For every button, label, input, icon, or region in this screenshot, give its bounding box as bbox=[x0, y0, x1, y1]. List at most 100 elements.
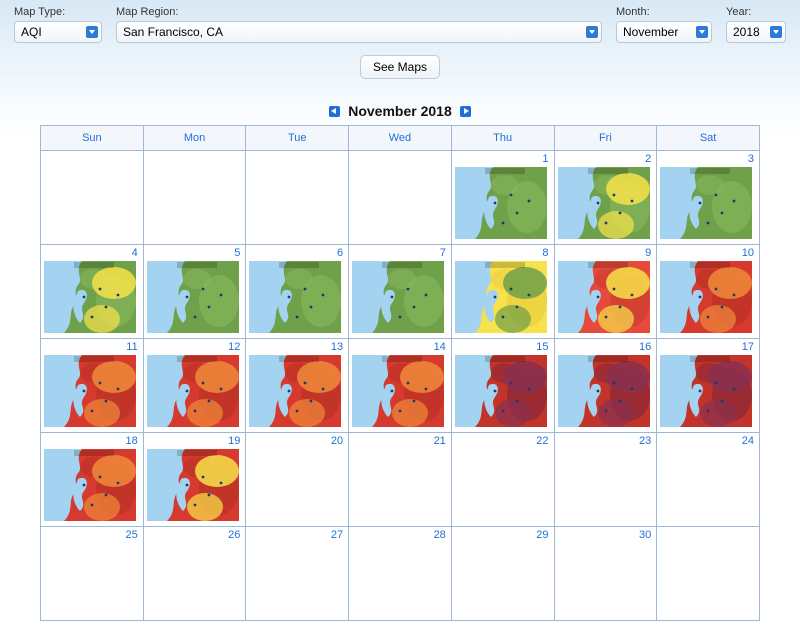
calendar-cell: 4 bbox=[41, 245, 144, 339]
calendar-cell: 23 bbox=[554, 433, 657, 527]
calendar-cell: 18 bbox=[41, 433, 144, 527]
filter-bar: Map Type: AQI Map Region: San Francisco,… bbox=[0, 0, 800, 45]
calendar-cell: 5 bbox=[143, 245, 246, 339]
map-thumbnail[interactable] bbox=[455, 355, 547, 427]
calendar-cell: 13 bbox=[246, 339, 349, 433]
calendar-cell: 3 bbox=[657, 151, 760, 245]
calendar-cell: 21 bbox=[349, 433, 452, 527]
map-thumbnail[interactable] bbox=[558, 167, 650, 239]
calendar-cell bbox=[657, 527, 760, 621]
day-number: 29 bbox=[536, 529, 548, 541]
map-thumbnail[interactable] bbox=[660, 261, 752, 333]
weekday-header: Wed bbox=[349, 126, 452, 151]
day-number: 17 bbox=[742, 341, 754, 353]
calendar-cell: 8 bbox=[451, 245, 554, 339]
map-thumbnail[interactable] bbox=[249, 355, 341, 427]
year-group: Year: 2018 bbox=[726, 6, 786, 43]
day-number: 27 bbox=[331, 529, 343, 541]
day-number: 24 bbox=[742, 435, 754, 447]
calendar-title: November 2018 bbox=[348, 103, 452, 119]
calendar-cell: 25 bbox=[41, 527, 144, 621]
map-region-select[interactable]: San Francisco, CA bbox=[116, 21, 602, 43]
prev-month-icon[interactable] bbox=[329, 106, 340, 117]
map-thumbnail[interactable] bbox=[660, 355, 752, 427]
calendar-cell: 24 bbox=[657, 433, 760, 527]
day-number: 6 bbox=[337, 247, 343, 259]
month-select[interactable]: November bbox=[616, 21, 712, 43]
calendar-cell: 19 bbox=[143, 433, 246, 527]
map-thumbnail[interactable] bbox=[147, 449, 239, 521]
map-type-group: Map Type: AQI bbox=[14, 6, 102, 43]
calendar-cell: 12 bbox=[143, 339, 246, 433]
day-number: 7 bbox=[440, 247, 446, 259]
see-maps-button[interactable]: See Maps bbox=[360, 55, 440, 79]
calendar-cell bbox=[349, 151, 452, 245]
map-thumbnail[interactable] bbox=[147, 261, 239, 333]
map-thumbnail[interactable] bbox=[44, 261, 136, 333]
map-type-select[interactable]: AQI bbox=[14, 21, 102, 43]
weekday-header: Sat bbox=[657, 126, 760, 151]
day-number: 16 bbox=[639, 341, 651, 353]
weekday-header: Sun bbox=[41, 126, 144, 151]
month-group: Month: November bbox=[616, 6, 712, 43]
calendar-cell: 30 bbox=[554, 527, 657, 621]
map-thumbnail[interactable] bbox=[147, 355, 239, 427]
day-number: 23 bbox=[639, 435, 651, 447]
map-thumbnail[interactable] bbox=[558, 261, 650, 333]
calendar-cell bbox=[143, 151, 246, 245]
calendar-title-row: November 2018 bbox=[0, 85, 800, 125]
day-number: 11 bbox=[126, 341, 137, 353]
map-thumbnail[interactable] bbox=[558, 355, 650, 427]
calendar-cell: 1 bbox=[451, 151, 554, 245]
calendar-cell: 10 bbox=[657, 245, 760, 339]
day-number: 30 bbox=[639, 529, 651, 541]
day-number: 20 bbox=[331, 435, 343, 447]
day-number: 18 bbox=[125, 435, 137, 447]
calendar-cell: 11 bbox=[41, 339, 144, 433]
day-number: 9 bbox=[645, 247, 651, 259]
day-number: 8 bbox=[542, 247, 548, 259]
map-thumbnail[interactable] bbox=[249, 261, 341, 333]
day-number: 21 bbox=[434, 435, 446, 447]
day-number: 1 bbox=[542, 153, 548, 165]
day-number: 14 bbox=[434, 341, 446, 353]
weekday-header: Thu bbox=[451, 126, 554, 151]
map-region-group: Map Region: San Francisco, CA bbox=[116, 6, 602, 43]
calendar-cell: 15 bbox=[451, 339, 554, 433]
calendar-cell: 22 bbox=[451, 433, 554, 527]
day-number: 28 bbox=[434, 529, 446, 541]
calendar-cell: 29 bbox=[451, 527, 554, 621]
day-number: 25 bbox=[125, 529, 137, 541]
day-number: 5 bbox=[234, 247, 240, 259]
weekday-header: Mon bbox=[143, 126, 246, 151]
calendar-cell bbox=[246, 151, 349, 245]
calendar-cell: 26 bbox=[143, 527, 246, 621]
day-number: 10 bbox=[742, 247, 754, 259]
map-thumbnail[interactable] bbox=[455, 261, 547, 333]
day-number: 2 bbox=[645, 153, 651, 165]
map-thumbnail[interactable] bbox=[352, 261, 444, 333]
day-number: 19 bbox=[228, 435, 240, 447]
day-number: 12 bbox=[228, 341, 240, 353]
map-thumbnail[interactable] bbox=[44, 449, 136, 521]
day-number: 26 bbox=[228, 529, 240, 541]
map-type-label: Map Type: bbox=[14, 6, 102, 18]
map-region-label: Map Region: bbox=[116, 6, 602, 18]
map-thumbnail[interactable] bbox=[455, 167, 547, 239]
year-label: Year: bbox=[726, 6, 786, 18]
map-thumbnail[interactable] bbox=[352, 355, 444, 427]
calendar-cell: 7 bbox=[349, 245, 452, 339]
day-number: 15 bbox=[536, 341, 548, 353]
calendar-cell: 20 bbox=[246, 433, 349, 527]
map-thumbnail[interactable] bbox=[660, 167, 752, 239]
day-number: 13 bbox=[331, 341, 343, 353]
map-thumbnail[interactable] bbox=[44, 355, 136, 427]
month-label: Month: bbox=[616, 6, 712, 18]
calendar-cell bbox=[41, 151, 144, 245]
next-month-icon[interactable] bbox=[460, 106, 471, 117]
year-select[interactable]: 2018 bbox=[726, 21, 786, 43]
calendar-cell: 28 bbox=[349, 527, 452, 621]
calendar-cell: 2 bbox=[554, 151, 657, 245]
calendar-cell: 17 bbox=[657, 339, 760, 433]
calendar-cell: 27 bbox=[246, 527, 349, 621]
